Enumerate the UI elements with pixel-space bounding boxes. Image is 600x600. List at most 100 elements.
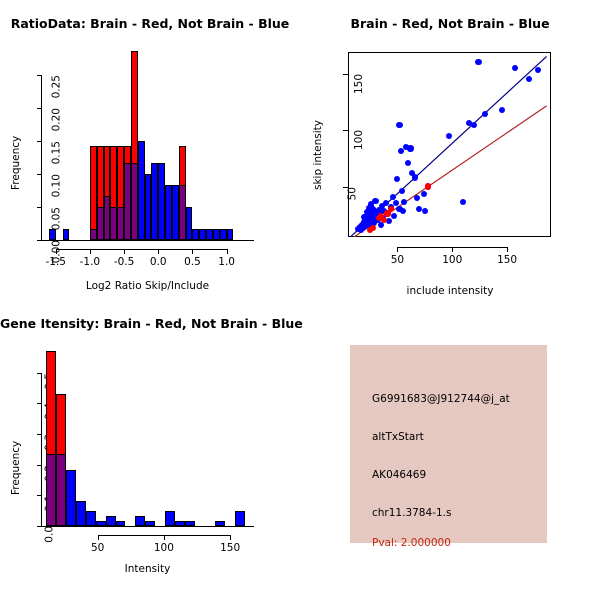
x-axis-tick bbox=[397, 247, 399, 252]
histogram-bar-overlap bbox=[124, 162, 131, 240]
scatter-point-not-brain bbox=[403, 144, 410, 151]
scatter-point-not-brain bbox=[397, 147, 404, 154]
y-axis-tick bbox=[343, 74, 348, 76]
panel-gene-intensity-histogram: Gene Itensity: Brain - Red, Not Brain - … bbox=[0, 300, 303, 600]
histogram-bar-not-brain bbox=[62, 228, 70, 240]
scatter-point-not-brain bbox=[370, 212, 377, 219]
scatter-point-not-brain bbox=[411, 174, 419, 181]
y-axis-tick bbox=[37, 206, 42, 208]
locus-text: chr11.3784-1.s bbox=[372, 507, 452, 519]
histogram-bar-not-brain bbox=[185, 206, 193, 240]
x-axis-tick bbox=[55, 249, 57, 254]
scatter-point-not-brain bbox=[414, 194, 421, 201]
y-axis-tick bbox=[37, 526, 42, 527]
x-axis-tick-label: 1.0 bbox=[218, 256, 235, 268]
scatter-xlabel: include intensity bbox=[406, 285, 494, 297]
y-axis-line bbox=[41, 372, 42, 526]
x-axis-tick bbox=[97, 535, 99, 540]
x-axis-tick-label: 150 bbox=[220, 542, 241, 554]
histogram-bar-not-brain bbox=[48, 228, 56, 240]
x-axis-tick-label: 100 bbox=[442, 254, 463, 266]
histogram-bar-not-brain bbox=[137, 140, 145, 240]
histogram-bar-not-brain bbox=[165, 510, 176, 526]
scatter-point-not-brain bbox=[372, 198, 379, 205]
plot-baseline bbox=[42, 240, 254, 241]
y-axis-line bbox=[41, 74, 42, 240]
probe-id-text: G6991683@J912744@j_at bbox=[372, 393, 510, 405]
histogram-bar-not-brain bbox=[158, 162, 166, 240]
scatter-point-not-brain bbox=[420, 191, 427, 198]
panel-probe-info: G6991683@J912744@j_at altTxStart AK04646… bbox=[300, 300, 600, 600]
y-axis-tick bbox=[37, 140, 42, 142]
pval-text: Pval: 2.000000 bbox=[372, 537, 451, 549]
y-axis-tick bbox=[343, 186, 348, 188]
scatter-point-not-brain bbox=[372, 209, 379, 216]
scatter-point-brain bbox=[366, 227, 374, 234]
scatter-point-not-brain bbox=[465, 119, 472, 126]
y-axis-tick-label: 0.0 bbox=[43, 526, 56, 543]
scatter-point-not-brain bbox=[482, 110, 489, 117]
scatter-point-not-brain bbox=[375, 206, 382, 214]
x-axis-tick-label: 100 bbox=[153, 542, 174, 554]
scatter-point-not-brain bbox=[405, 159, 412, 167]
scatter-point-not-brain bbox=[408, 169, 415, 177]
histogram-bar-overlap bbox=[178, 185, 186, 240]
scatter-point-not-brain bbox=[365, 204, 372, 211]
probe-info-box: G6991683@J912744@j_at altTxStart AK04646… bbox=[350, 345, 547, 549]
event-type-text: altTxStart bbox=[372, 431, 424, 443]
scatter-point-not-brain bbox=[377, 221, 384, 228]
histogram-bar-not-brain bbox=[206, 228, 213, 240]
x-axis-tick bbox=[452, 247, 454, 252]
scatter-point-not-brain bbox=[400, 199, 408, 206]
x-axis-line bbox=[55, 249, 227, 250]
scatter-point-not-brain bbox=[394, 175, 401, 182]
scatter-point-not-brain bbox=[378, 202, 386, 209]
histogram-bar-brain bbox=[89, 145, 97, 240]
y-axis-tick bbox=[37, 372, 42, 374]
histogram-bar-not-brain bbox=[85, 510, 96, 526]
histogram-bar-overlap bbox=[117, 206, 125, 240]
y-axis-tick-label: 0.05 bbox=[50, 206, 63, 231]
scatter-point-not-brain bbox=[361, 213, 368, 220]
y-axis-tick-label: 0.10 bbox=[50, 173, 63, 198]
plot-baseline bbox=[42, 526, 254, 527]
histogram-bar-overlap bbox=[89, 228, 97, 240]
scatter-point-not-brain bbox=[534, 66, 541, 74]
histogram-bar-not-brain bbox=[144, 173, 152, 240]
gene-histogram-plot-area: 0.00.10.20.30.40.550100150 bbox=[37, 348, 254, 554]
scatter-point-brain bbox=[377, 212, 384, 219]
scatter-point-not-brain bbox=[366, 210, 374, 217]
histogram-bar-not-brain bbox=[95, 520, 106, 526]
histogram-bar-not-brain bbox=[135, 515, 146, 526]
scatter-plot-frame bbox=[348, 52, 551, 237]
x-axis-tick-label: 50 bbox=[390, 254, 405, 266]
scatter-title: Brain - Red, Not Brain - Blue bbox=[350, 16, 550, 31]
scatter-point-not-brain bbox=[385, 218, 392, 225]
histogram-bar-overlap bbox=[45, 454, 56, 526]
scatter-point-not-brain bbox=[367, 201, 375, 208]
x-axis-tick-label: 50 bbox=[90, 542, 105, 554]
scatter-point-not-brain bbox=[471, 121, 478, 128]
ratio-histogram-title: RatioData: Brain - Red, Not Brain - Blue bbox=[10, 16, 290, 31]
scatter-point-not-brain bbox=[398, 187, 405, 195]
ratio-histogram-xlabel: Log2 Ratio Skip/Include bbox=[85, 280, 210, 292]
scatter-point-not-brain bbox=[383, 200, 390, 207]
x-axis-tick bbox=[124, 249, 126, 254]
panel-ratio-histogram: RatioData: Brain - Red, Not Brain - Blue… bbox=[0, 0, 300, 300]
scatter-plot-area: 50 100 150 50 100 150 bbox=[343, 52, 551, 266]
scatter-point-not-brain bbox=[421, 208, 428, 215]
scatter-point-brain bbox=[387, 205, 394, 213]
scatter-point-not-brain bbox=[396, 205, 403, 213]
scatter-point-not-brain bbox=[525, 75, 533, 82]
histogram-bar-not-brain bbox=[212, 228, 220, 240]
scatter-point-brain bbox=[381, 217, 388, 224]
scatter-point-not-brain bbox=[365, 214, 372, 222]
scatter-point-not-brain bbox=[416, 205, 423, 213]
histogram-bar-not-brain bbox=[165, 185, 172, 240]
histogram-bar-overlap bbox=[130, 162, 138, 240]
y-axis-tick bbox=[37, 74, 42, 76]
scatter-point-not-brain bbox=[399, 208, 406, 215]
scatter-point-not-brain bbox=[396, 121, 403, 128]
scatter-point-brain bbox=[425, 183, 432, 190]
